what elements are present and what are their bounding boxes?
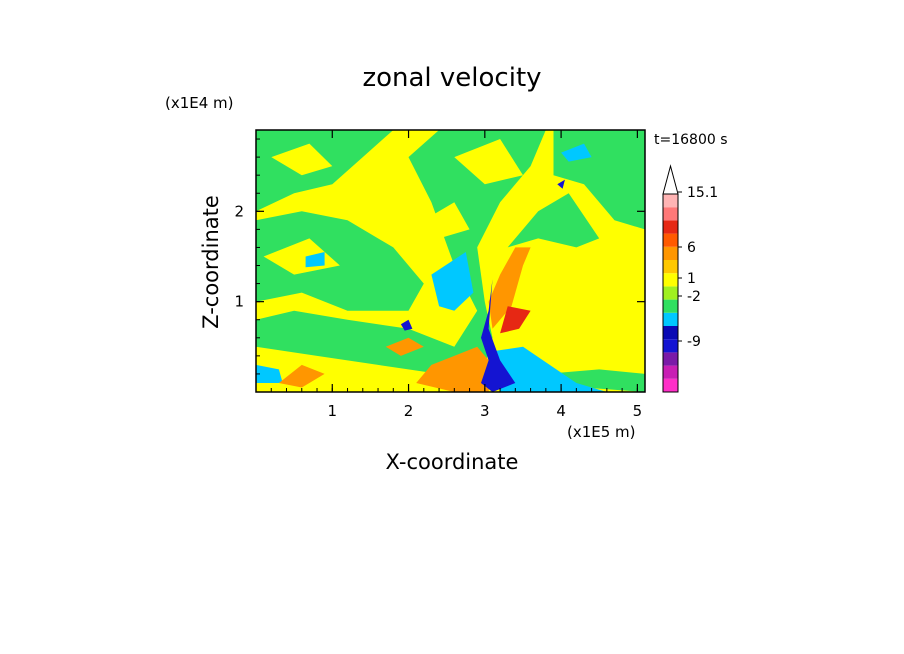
colorbar-tick-label: -9 [687, 334, 701, 350]
colorbar-segment [663, 233, 678, 247]
x-tick-label: 1 [328, 402, 338, 420]
chart-title: zonal velocity [362, 63, 541, 93]
x-axis-label: X-coordinate [386, 450, 519, 474]
colorbar-segment [663, 260, 678, 274]
colorbar-segment [663, 312, 678, 326]
field-region [557, 179, 565, 189]
colorbar-tick-label: -2 [687, 289, 701, 305]
field-region [256, 211, 424, 311]
x-tick-label: 5 [633, 402, 643, 420]
y-axis-label: Z-coordinate [199, 195, 223, 329]
colorbar: 15.1 6 1 -2 -9 [662, 164, 718, 393]
field-region [507, 193, 600, 248]
colorbar-segment [663, 286, 678, 300]
field-region [305, 252, 325, 268]
y-tick-label: 2 [234, 202, 244, 220]
field-region [431, 252, 474, 311]
plot-frame [255, 129, 646, 393]
colorbar-segment [663, 273, 678, 287]
colorbar-segment [663, 339, 678, 353]
field-region [481, 279, 516, 392]
time-label: t=16800 s [654, 132, 728, 148]
field-region [385, 337, 424, 356]
colorbar-segment [663, 299, 678, 313]
colorbar-segment [663, 194, 678, 208]
colorbar-tick-label: 1 [687, 271, 696, 287]
y-tick-label: 1 [234, 293, 244, 311]
x-tick-label: 2 [404, 402, 414, 420]
colorbar-segment [663, 246, 678, 260]
field-region [278, 364, 325, 388]
y-axis: 12 [234, 138, 645, 375]
field-region [488, 247, 531, 329]
velocity-field [256, 130, 645, 392]
field-region [256, 364, 283, 383]
field-region [256, 130, 546, 374]
field-region [561, 143, 592, 162]
field-region [492, 346, 607, 392]
colorbar-extend-arrow [662, 164, 679, 195]
colorbar-segment [663, 326, 678, 340]
field-region [454, 139, 523, 185]
plot-area [256, 130, 645, 392]
colorbar-frame [662, 193, 679, 393]
colorbar-tick-label: 15.1 [687, 185, 718, 201]
x-unit-label: (x1E5 m) [567, 423, 636, 441]
x-tick-label: 4 [556, 402, 566, 420]
colorbar-segment [663, 352, 678, 366]
field-region [256, 130, 394, 212]
colorbar-segment [663, 207, 678, 221]
y-unit-label: (x1E4 m) [165, 94, 234, 112]
field-region [423, 202, 470, 239]
colorbar-segment [663, 220, 678, 234]
x-axis: 1 2 3 4 5 [270, 130, 643, 420]
field-region [500, 306, 531, 334]
colorbar-segment [663, 365, 678, 379]
colorbar-tick-label: 6 [687, 240, 696, 256]
field-region [400, 319, 413, 331]
x-tick-label: 3 [480, 402, 490, 420]
field-region [271, 143, 333, 176]
field-region [416, 346, 493, 392]
colorbar-segment [663, 378, 678, 392]
